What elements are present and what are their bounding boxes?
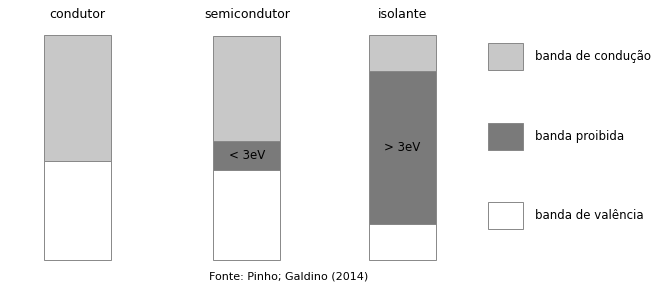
Bar [369, 224, 436, 260]
Bar [488, 43, 523, 70]
Bar [369, 71, 436, 224]
Bar [44, 36, 111, 161]
Bar [488, 202, 523, 229]
Bar [213, 141, 280, 170]
Text: banda de condução: banda de condução [535, 50, 652, 63]
Text: banda de valência: banda de valência [535, 209, 644, 222]
Bar [213, 170, 280, 260]
Text: condutor: condutor [49, 8, 105, 21]
Text: banda proibida: banda proibida [535, 130, 625, 143]
Text: isolante: isolante [378, 8, 427, 21]
Text: Fonte: Pinho; Galdino (2014): Fonte: Pinho; Galdino (2014) [209, 271, 368, 281]
Text: > 3eV: > 3eV [384, 141, 421, 154]
Bar [369, 36, 436, 71]
Bar [44, 161, 111, 260]
Text: semicondutor: semicondutor [204, 8, 290, 21]
Text: < 3eV: < 3eV [229, 149, 265, 162]
Bar [213, 36, 280, 141]
Bar [488, 123, 523, 150]
